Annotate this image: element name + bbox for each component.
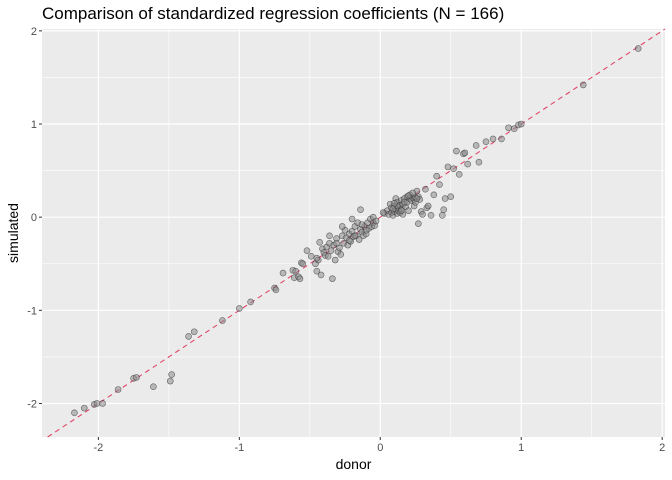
data-point <box>166 377 174 385</box>
data-point <box>453 147 460 155</box>
y-tick-label: -1 <box>27 305 37 317</box>
data-point <box>326 232 333 240</box>
data-point <box>338 223 346 230</box>
data-point <box>296 275 304 282</box>
data-point <box>99 400 106 407</box>
data-point <box>362 226 370 234</box>
data-point <box>379 209 387 216</box>
grid-major-lines <box>42 29 665 437</box>
data-point <box>345 237 353 244</box>
data-point <box>427 212 435 219</box>
data-point <box>464 160 471 168</box>
data-point <box>236 305 243 312</box>
data-point <box>279 269 287 277</box>
data-point <box>398 207 405 214</box>
y-axis-title: simulated <box>5 203 21 263</box>
data-point <box>219 317 226 324</box>
data-point <box>517 120 525 128</box>
data-point <box>337 251 345 258</box>
data-point <box>93 400 101 407</box>
data-point <box>80 404 88 412</box>
data-point <box>247 298 254 306</box>
data-points <box>71 45 642 417</box>
x-axis-ticks: -2 -1 0 1 2 <box>93 437 665 454</box>
data-point <box>389 205 397 213</box>
x-tick-label: -2 <box>93 442 103 454</box>
x-tick-label: 0 <box>377 442 383 454</box>
data-point <box>450 165 457 173</box>
data-point <box>185 333 192 340</box>
data-point <box>114 386 122 393</box>
data-point <box>313 254 321 262</box>
data-point <box>419 211 426 218</box>
y-tick-label: 1 <box>31 119 37 131</box>
data-point <box>71 409 78 417</box>
data-point <box>168 371 175 378</box>
data-point <box>440 206 448 214</box>
data-point <box>461 149 469 157</box>
data-point <box>424 202 432 210</box>
data-point <box>351 232 359 240</box>
data-point <box>150 383 157 390</box>
data-point <box>422 185 429 193</box>
data-point <box>447 193 455 200</box>
y-tick-label: -2 <box>27 398 37 410</box>
data-point <box>327 247 335 254</box>
data-point <box>482 138 490 146</box>
data-point <box>444 163 452 171</box>
data-point <box>299 260 307 268</box>
data-point <box>405 207 412 214</box>
data-point <box>313 267 321 275</box>
data-point <box>510 125 518 132</box>
data-point <box>369 213 377 221</box>
data-point <box>333 239 340 247</box>
y-axis-ticks: -2 -1 0 1 2 <box>27 26 42 410</box>
data-point <box>441 195 449 202</box>
data-point <box>455 171 463 178</box>
data-point <box>505 124 512 132</box>
data-point <box>415 220 422 227</box>
grid-minor-lines <box>42 29 665 437</box>
y-tick-label: 0 <box>31 212 37 224</box>
data-point <box>400 198 408 206</box>
data-point <box>329 275 336 282</box>
data-point <box>409 189 416 197</box>
data-point <box>357 206 364 214</box>
x-tick-label: 2 <box>659 442 665 454</box>
data-point <box>316 239 323 246</box>
data-point <box>634 45 642 52</box>
data-point <box>413 195 421 202</box>
y-tick-label: 2 <box>31 26 37 38</box>
chart-title: Comparison of standardized regression co… <box>42 4 504 23</box>
data-point <box>433 172 440 180</box>
data-point <box>303 247 311 254</box>
data-point <box>358 221 366 228</box>
x-tick-label: -1 <box>234 442 244 454</box>
data-point <box>272 286 280 294</box>
data-point <box>190 328 198 336</box>
data-point <box>436 181 443 188</box>
data-point <box>317 271 325 279</box>
data-point <box>475 158 483 166</box>
data-point <box>489 135 497 143</box>
data-point <box>430 191 438 199</box>
data-point <box>391 199 398 207</box>
data-point <box>579 81 587 89</box>
data-point <box>324 252 332 260</box>
data-point <box>355 236 363 243</box>
data-point <box>331 256 339 264</box>
data-point <box>292 267 300 275</box>
data-point <box>133 374 140 381</box>
data-point <box>438 212 446 219</box>
x-axis-title: donor <box>336 456 372 472</box>
data-point <box>307 252 315 260</box>
data-point <box>498 135 505 143</box>
x-tick-label: 1 <box>518 442 524 454</box>
data-point <box>348 215 356 223</box>
data-point <box>472 142 480 149</box>
